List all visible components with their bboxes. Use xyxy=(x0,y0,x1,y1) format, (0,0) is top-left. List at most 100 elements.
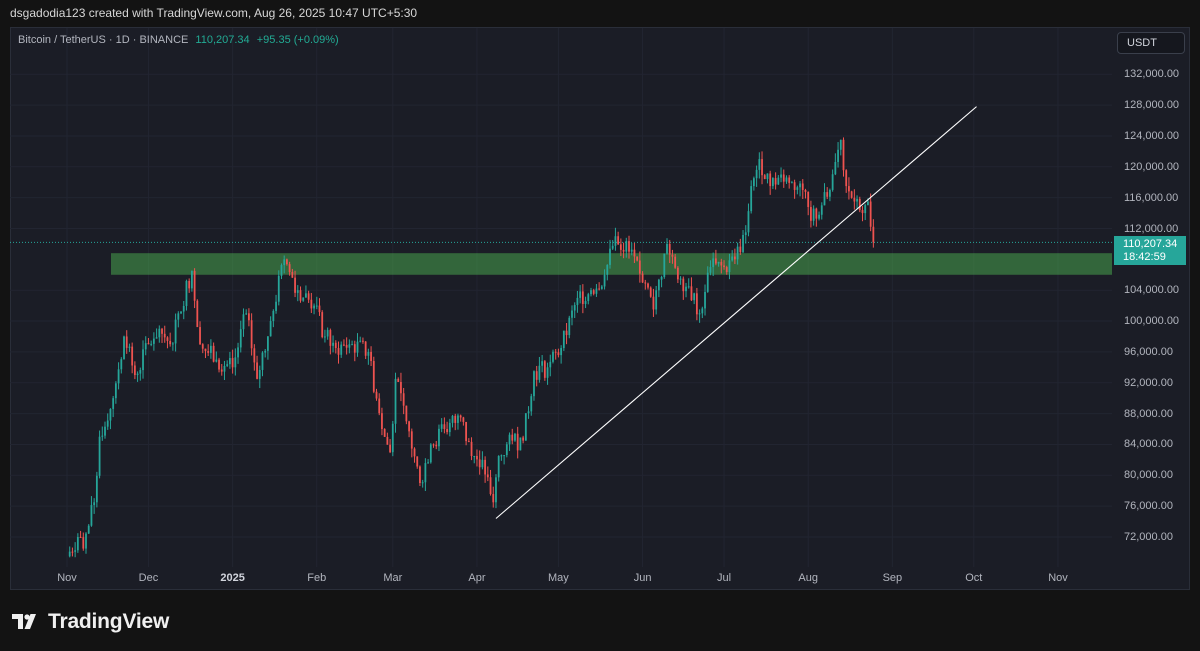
candle-body xyxy=(581,291,584,304)
candle-body xyxy=(212,345,215,362)
y-tick-label: 120,000.00 xyxy=(1124,160,1180,173)
candle-body xyxy=(804,189,807,192)
candle-body xyxy=(858,198,861,211)
candle-body xyxy=(155,337,158,339)
candle-body xyxy=(761,159,763,176)
x-tick-label: Feb xyxy=(307,572,327,584)
x-tick-label: Jun xyxy=(633,572,652,584)
candle-body xyxy=(326,330,329,337)
candle-body xyxy=(606,264,609,275)
y-tick-label: 116,000.00 xyxy=(1124,191,1179,204)
candle-body xyxy=(334,342,337,349)
candle-body xyxy=(791,182,793,184)
candle-body xyxy=(239,329,242,348)
candle-body xyxy=(628,241,630,252)
candle-body xyxy=(772,178,774,187)
candle-body xyxy=(462,417,465,422)
candle-body xyxy=(267,336,269,351)
candle-body xyxy=(476,455,478,460)
candle-body xyxy=(535,371,538,380)
candle-body xyxy=(666,243,668,254)
candle-body xyxy=(524,413,527,441)
candle-body xyxy=(568,317,571,336)
candle-body xyxy=(419,466,421,484)
candle-body xyxy=(359,340,362,342)
candle-body xyxy=(190,270,193,289)
candle-body xyxy=(90,505,93,526)
candle-body xyxy=(367,351,370,356)
x-tick-label: Apr xyxy=(468,572,486,584)
candle-body xyxy=(842,139,845,171)
candle-body xyxy=(256,362,258,379)
candle-body xyxy=(614,236,617,246)
candle-body xyxy=(362,340,364,342)
candle-body xyxy=(133,365,136,376)
candle-body xyxy=(98,436,101,476)
candle-body xyxy=(171,343,174,345)
last-price-value: 110,207.34 xyxy=(1123,238,1178,250)
candle-body xyxy=(796,187,799,190)
candle-body xyxy=(275,301,277,311)
candle-body xyxy=(302,297,305,301)
candle-body xyxy=(386,436,389,445)
candle-body xyxy=(318,305,321,313)
candle-body xyxy=(834,161,837,175)
candle-body xyxy=(286,259,288,265)
candle-body xyxy=(706,272,709,292)
candle-body xyxy=(516,433,519,451)
candle-body xyxy=(467,441,470,443)
candle-body xyxy=(872,226,875,243)
legend-change: +95.35 (+0.09%) xyxy=(256,34,339,46)
candle-body xyxy=(644,282,647,284)
y-tick-label: 104,000.00 xyxy=(1124,284,1180,297)
candle-body xyxy=(709,267,712,273)
candle-body xyxy=(375,391,378,399)
candle-body xyxy=(402,393,405,406)
candle-body xyxy=(725,267,728,273)
tradingview-logo[interactable]: TradingView xyxy=(12,610,169,634)
candle-body xyxy=(508,434,511,445)
y-tick-label: 72,000.00 xyxy=(1124,531,1173,543)
candle-body xyxy=(448,422,451,433)
candle-body xyxy=(674,256,677,268)
chart-pane[interactable] xyxy=(10,27,1190,590)
candle-body xyxy=(370,351,372,362)
candle-body xyxy=(421,482,424,484)
candle-body xyxy=(712,258,715,268)
candle-body xyxy=(785,177,788,182)
candle-body xyxy=(248,313,250,321)
x-tick-label: May xyxy=(548,572,569,584)
candle-body xyxy=(438,428,440,447)
candle-body xyxy=(166,337,169,341)
candle-body xyxy=(698,313,701,315)
candle-body xyxy=(429,444,432,463)
candle-body xyxy=(736,246,739,260)
currency-button[interactable]: USDT xyxy=(1117,32,1185,54)
candle-body xyxy=(277,275,280,302)
candle-body xyxy=(253,348,256,363)
candle-body xyxy=(332,342,334,346)
candle-body xyxy=(85,533,87,549)
candle-body xyxy=(416,456,419,467)
y-tick-label: 80,000.00 xyxy=(1124,469,1173,482)
x-tick-label: Sep xyxy=(882,572,903,584)
candle-body xyxy=(226,364,229,366)
candle-body xyxy=(820,205,823,215)
candle-body xyxy=(313,305,315,309)
candle-body xyxy=(269,321,272,337)
candle-body xyxy=(106,420,109,427)
candle-body xyxy=(337,348,340,355)
candle-body xyxy=(720,261,723,266)
candle-body xyxy=(788,177,791,183)
candle-body xyxy=(142,349,144,371)
candle-body xyxy=(723,265,725,268)
candle-body xyxy=(261,352,264,370)
candle-body xyxy=(443,424,446,430)
candle-body xyxy=(74,550,77,552)
candle-body xyxy=(625,241,628,252)
candle-body xyxy=(853,197,856,202)
candle-body xyxy=(400,381,402,394)
candle-body xyxy=(595,288,598,294)
candle-body xyxy=(733,256,736,260)
